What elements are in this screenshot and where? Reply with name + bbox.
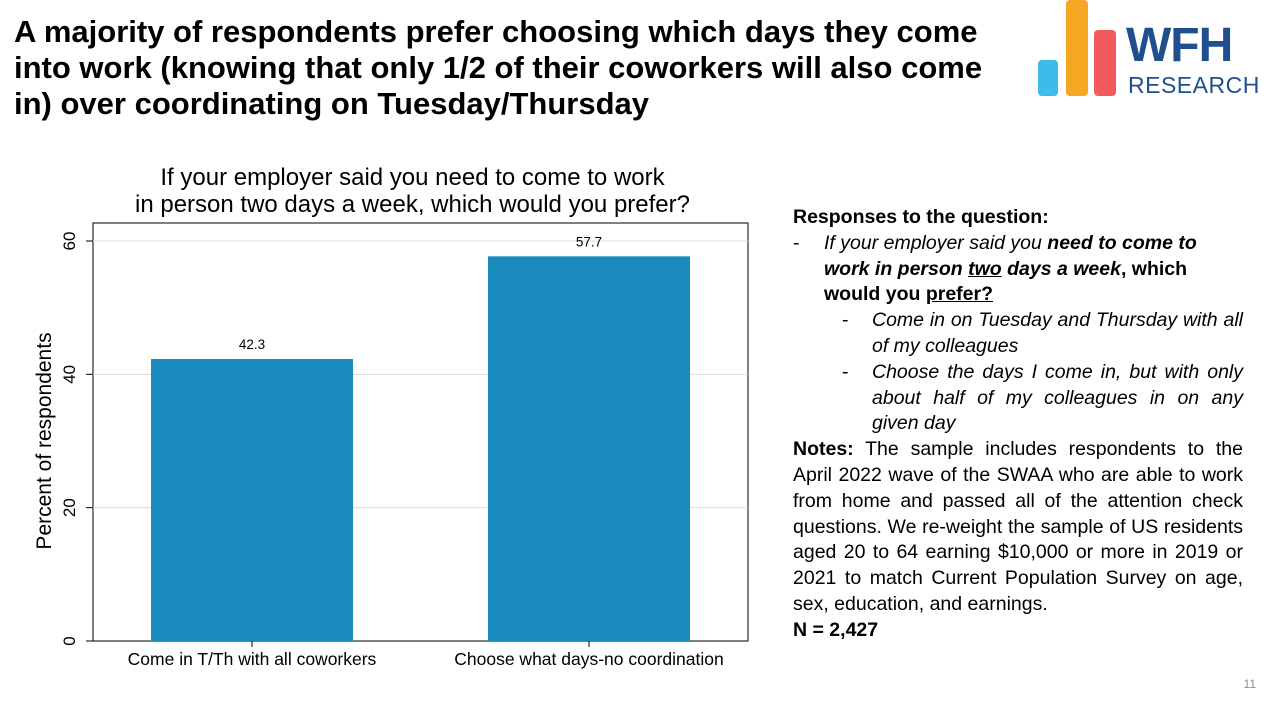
bar bbox=[488, 256, 690, 641]
chart-title-line: If your employer said you need to come t… bbox=[160, 164, 665, 191]
x-tick-label: Choose what days-no coordination bbox=[454, 649, 723, 669]
page-number: 11 bbox=[1243, 677, 1256, 691]
question-text: - If your employer said you need to come … bbox=[793, 231, 1243, 308]
bar bbox=[151, 359, 353, 641]
bullet-dash: - bbox=[793, 231, 800, 254]
sample-size: N = 2,427 bbox=[793, 618, 879, 641]
y-axis-label: Percent of respondents bbox=[33, 332, 56, 549]
question-bold-1: need to come to work in person bbox=[824, 231, 1197, 280]
bullet-dash: - bbox=[842, 360, 849, 383]
notes-label: Notes: bbox=[793, 438, 854, 461]
option-item-1: - Come in on Tuesday and Thursday with al… bbox=[793, 308, 1243, 360]
notes-text: The sample includes respondents to the A… bbox=[793, 438, 1243, 615]
logo-research-text: RESEARCH bbox=[1128, 72, 1260, 98]
y-tick-label: 40 bbox=[60, 365, 79, 384]
y-tick-label: 60 bbox=[60, 232, 79, 251]
logo-wfh-text: WFH bbox=[1126, 19, 1233, 72]
option-text-2: Choose the days I come in, but with only… bbox=[872, 360, 1243, 435]
bar-chart: If your employer said you need to come t… bbox=[0, 150, 770, 690]
option-item-2: - Choose the days I come in, but with onl… bbox=[793, 360, 1243, 437]
bar-value-label: 57.7 bbox=[576, 234, 602, 249]
question-underline-two: two bbox=[968, 257, 1002, 280]
wfh-research-logo: WFH RESEARCH bbox=[1036, 0, 1266, 100]
question-intro: If your employer said you bbox=[824, 231, 1048, 254]
bar-value-label: 42.3 bbox=[239, 337, 265, 352]
option-text-1: Come in on Tuesday and Thursday with all… bbox=[872, 309, 1243, 357]
question-underline-prefer: prefer? bbox=[925, 283, 994, 306]
side-panel: Responses to the question: - If your empl… bbox=[793, 205, 1243, 644]
notes-paragraph: Notes: The sample includes respondents t… bbox=[793, 437, 1243, 618]
chart-svg: If your employer said you need to come t… bbox=[33, 164, 749, 669]
y-tick-label: 0 bbox=[60, 636, 79, 645]
logo-bars-icon bbox=[1038, 0, 1116, 96]
responses-heading: Responses to the question: bbox=[793, 206, 1049, 228]
y-tick-label: 20 bbox=[60, 498, 79, 517]
question-comma: , which would you bbox=[824, 257, 1188, 306]
chart-title-line: in person two days a week, which would y… bbox=[135, 191, 690, 218]
x-tick-label: Come in T/Th with all coworkers bbox=[128, 649, 377, 669]
bullet-dash: - bbox=[842, 309, 849, 332]
question-bold-2: days a week bbox=[1001, 257, 1121, 280]
slide-title: A majority of respondents prefer choosin… bbox=[14, 14, 983, 121]
